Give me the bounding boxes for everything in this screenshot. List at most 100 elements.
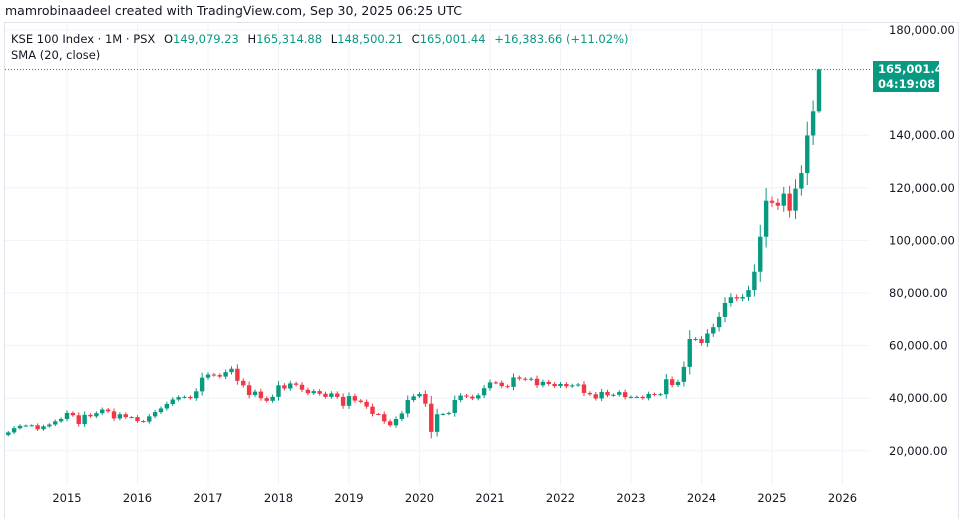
candle-body [446, 412, 452, 414]
candle-body [229, 368, 234, 373]
x-tick-label: 2018 [264, 491, 293, 505]
candle-body [405, 400, 410, 414]
candle-body [23, 425, 29, 427]
candle-body [810, 111, 816, 136]
candle-body [323, 393, 328, 397]
candle-body [258, 391, 264, 399]
candle-body [288, 383, 293, 389]
candle-body [511, 377, 516, 387]
candle-body [646, 393, 651, 399]
x-tick-label: 2024 [687, 491, 716, 505]
candle-body [346, 396, 352, 406]
candle-body [70, 412, 76, 416]
candle-body [787, 193, 792, 211]
candle-body [622, 392, 628, 398]
candle-body [94, 413, 99, 417]
candle-body [47, 424, 52, 427]
candle-body [752, 271, 757, 291]
candle-body [199, 377, 205, 392]
candle-body [358, 400, 363, 402]
candle-body [194, 391, 199, 399]
candle-body [711, 327, 716, 334]
candle-body [570, 385, 575, 387]
candle-body [540, 381, 546, 386]
candle-body [64, 412, 70, 419]
candle-body [135, 417, 140, 422]
candle-body [188, 396, 193, 399]
x-tick-label: 2020 [405, 491, 434, 505]
candle-body [458, 395, 463, 401]
candle-body [452, 400, 457, 413]
candle-body [235, 368, 240, 381]
bar-countdown: 04:19:08 [878, 77, 936, 91]
candle-body [434, 414, 440, 432]
x-tick-label: 2023 [616, 491, 645, 505]
candle-body [487, 382, 493, 389]
candle-body [340, 396, 346, 406]
candle-body [493, 382, 499, 384]
candle-body [282, 385, 287, 389]
candle-body [734, 297, 739, 299]
candle-body [523, 378, 528, 380]
candle-body [293, 383, 299, 385]
open-value: 149,079.23 [173, 32, 239, 46]
candle-body [599, 391, 604, 399]
candle-body [470, 396, 475, 399]
y-tick-label: 60,000.00 [889, 339, 948, 353]
candle-body [276, 385, 281, 397]
candle-body [299, 384, 305, 390]
candle-body [440, 413, 446, 415]
candle-body [481, 388, 487, 396]
candle-body [111, 411, 117, 419]
candle-body [675, 381, 681, 386]
candle-body [164, 403, 170, 409]
candle-body [722, 302, 728, 317]
low-value: 148,500.21 [337, 32, 403, 46]
candle-body [611, 394, 616, 396]
candle-body [528, 378, 534, 380]
candle-body [141, 421, 146, 423]
candle-body [617, 392, 622, 395]
candle-body [640, 396, 645, 399]
symbol-info[interactable]: KSE 100 Index · 1M · PSX [11, 32, 156, 46]
candle-body [552, 383, 557, 387]
candle-body [105, 409, 111, 412]
candle-body [317, 391, 322, 394]
candle-body [170, 399, 175, 404]
candle-body [329, 393, 334, 397]
candle-body [382, 414, 387, 422]
candle-body [393, 418, 399, 426]
candle-body [88, 414, 93, 417]
candle-body [270, 396, 275, 401]
candle-body [805, 135, 810, 174]
candle-body [816, 69, 822, 112]
candle-body [252, 391, 258, 396]
candle-body [399, 413, 405, 419]
chart-credit: mamrobinaadeel created with TradingView.… [5, 3, 462, 18]
candle-body [129, 417, 134, 419]
candle-body [728, 297, 734, 303]
candle-body [769, 200, 775, 203]
x-tick-label: 2019 [334, 491, 363, 505]
x-tick-label: 2015 [52, 491, 81, 505]
candle-body [575, 384, 581, 386]
candle-body [376, 413, 381, 415]
candle-body [35, 425, 40, 430]
chart-pane[interactable] [4, 22, 959, 519]
symbol-legend-row: KSE 100 Index · 1M · PSX O149,079.23 H16… [11, 32, 629, 46]
candle-body [311, 391, 316, 394]
candle-body [100, 409, 105, 414]
x-tick-label: 2016 [123, 491, 152, 505]
candle-body [758, 236, 763, 272]
candle-body [793, 188, 798, 211]
candle-body [53, 421, 58, 425]
candle-body [587, 392, 593, 395]
chart-legend: KSE 100 Index · 1M · PSX O149,079.23 H16… [11, 31, 628, 63]
candle-body [628, 396, 634, 398]
x-tick-label: 2017 [193, 491, 222, 505]
indicator-legend[interactable]: SMA (20, close) [11, 48, 101, 62]
x-tick-label: 2026 [828, 491, 857, 505]
last-price: 165,001.44 [878, 62, 951, 76]
candle-body [763, 200, 769, 237]
